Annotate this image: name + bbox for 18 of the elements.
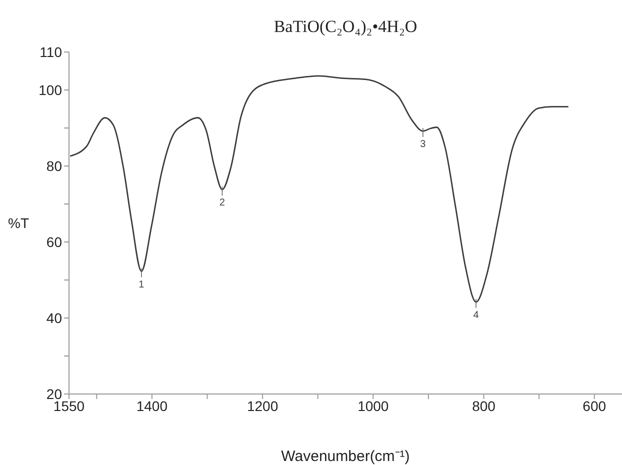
annotation: 2 <box>219 198 226 209</box>
y-tick-label: 40 <box>46 310 62 326</box>
x-tick-label: 1400 <box>136 398 168 414</box>
annotation: 1 <box>138 279 145 290</box>
x-tick-label: 1200 <box>246 398 278 414</box>
annotation: 3 <box>420 139 426 150</box>
y-axis-title: %T <box>8 214 30 231</box>
annotation: 4 <box>473 310 480 322</box>
x-tick-label: 1000 <box>358 398 389 414</box>
line-series <box>69 75 570 303</box>
y-tick-label: 60 <box>46 234 62 250</box>
y-tick-label: 100 <box>38 82 62 98</box>
x-tick-label: 800 <box>472 398 496 414</box>
x-axis-title: Wavenumber(cm⁻¹) <box>281 448 410 465</box>
chart-title: BaTiO(C₂O₄)₂•4H₂O <box>274 17 418 36</box>
y-tick-label: 110 <box>40 44 62 60</box>
x-tick-label: 600 <box>582 398 606 414</box>
y-tick-label: 80 <box>46 158 62 174</box>
